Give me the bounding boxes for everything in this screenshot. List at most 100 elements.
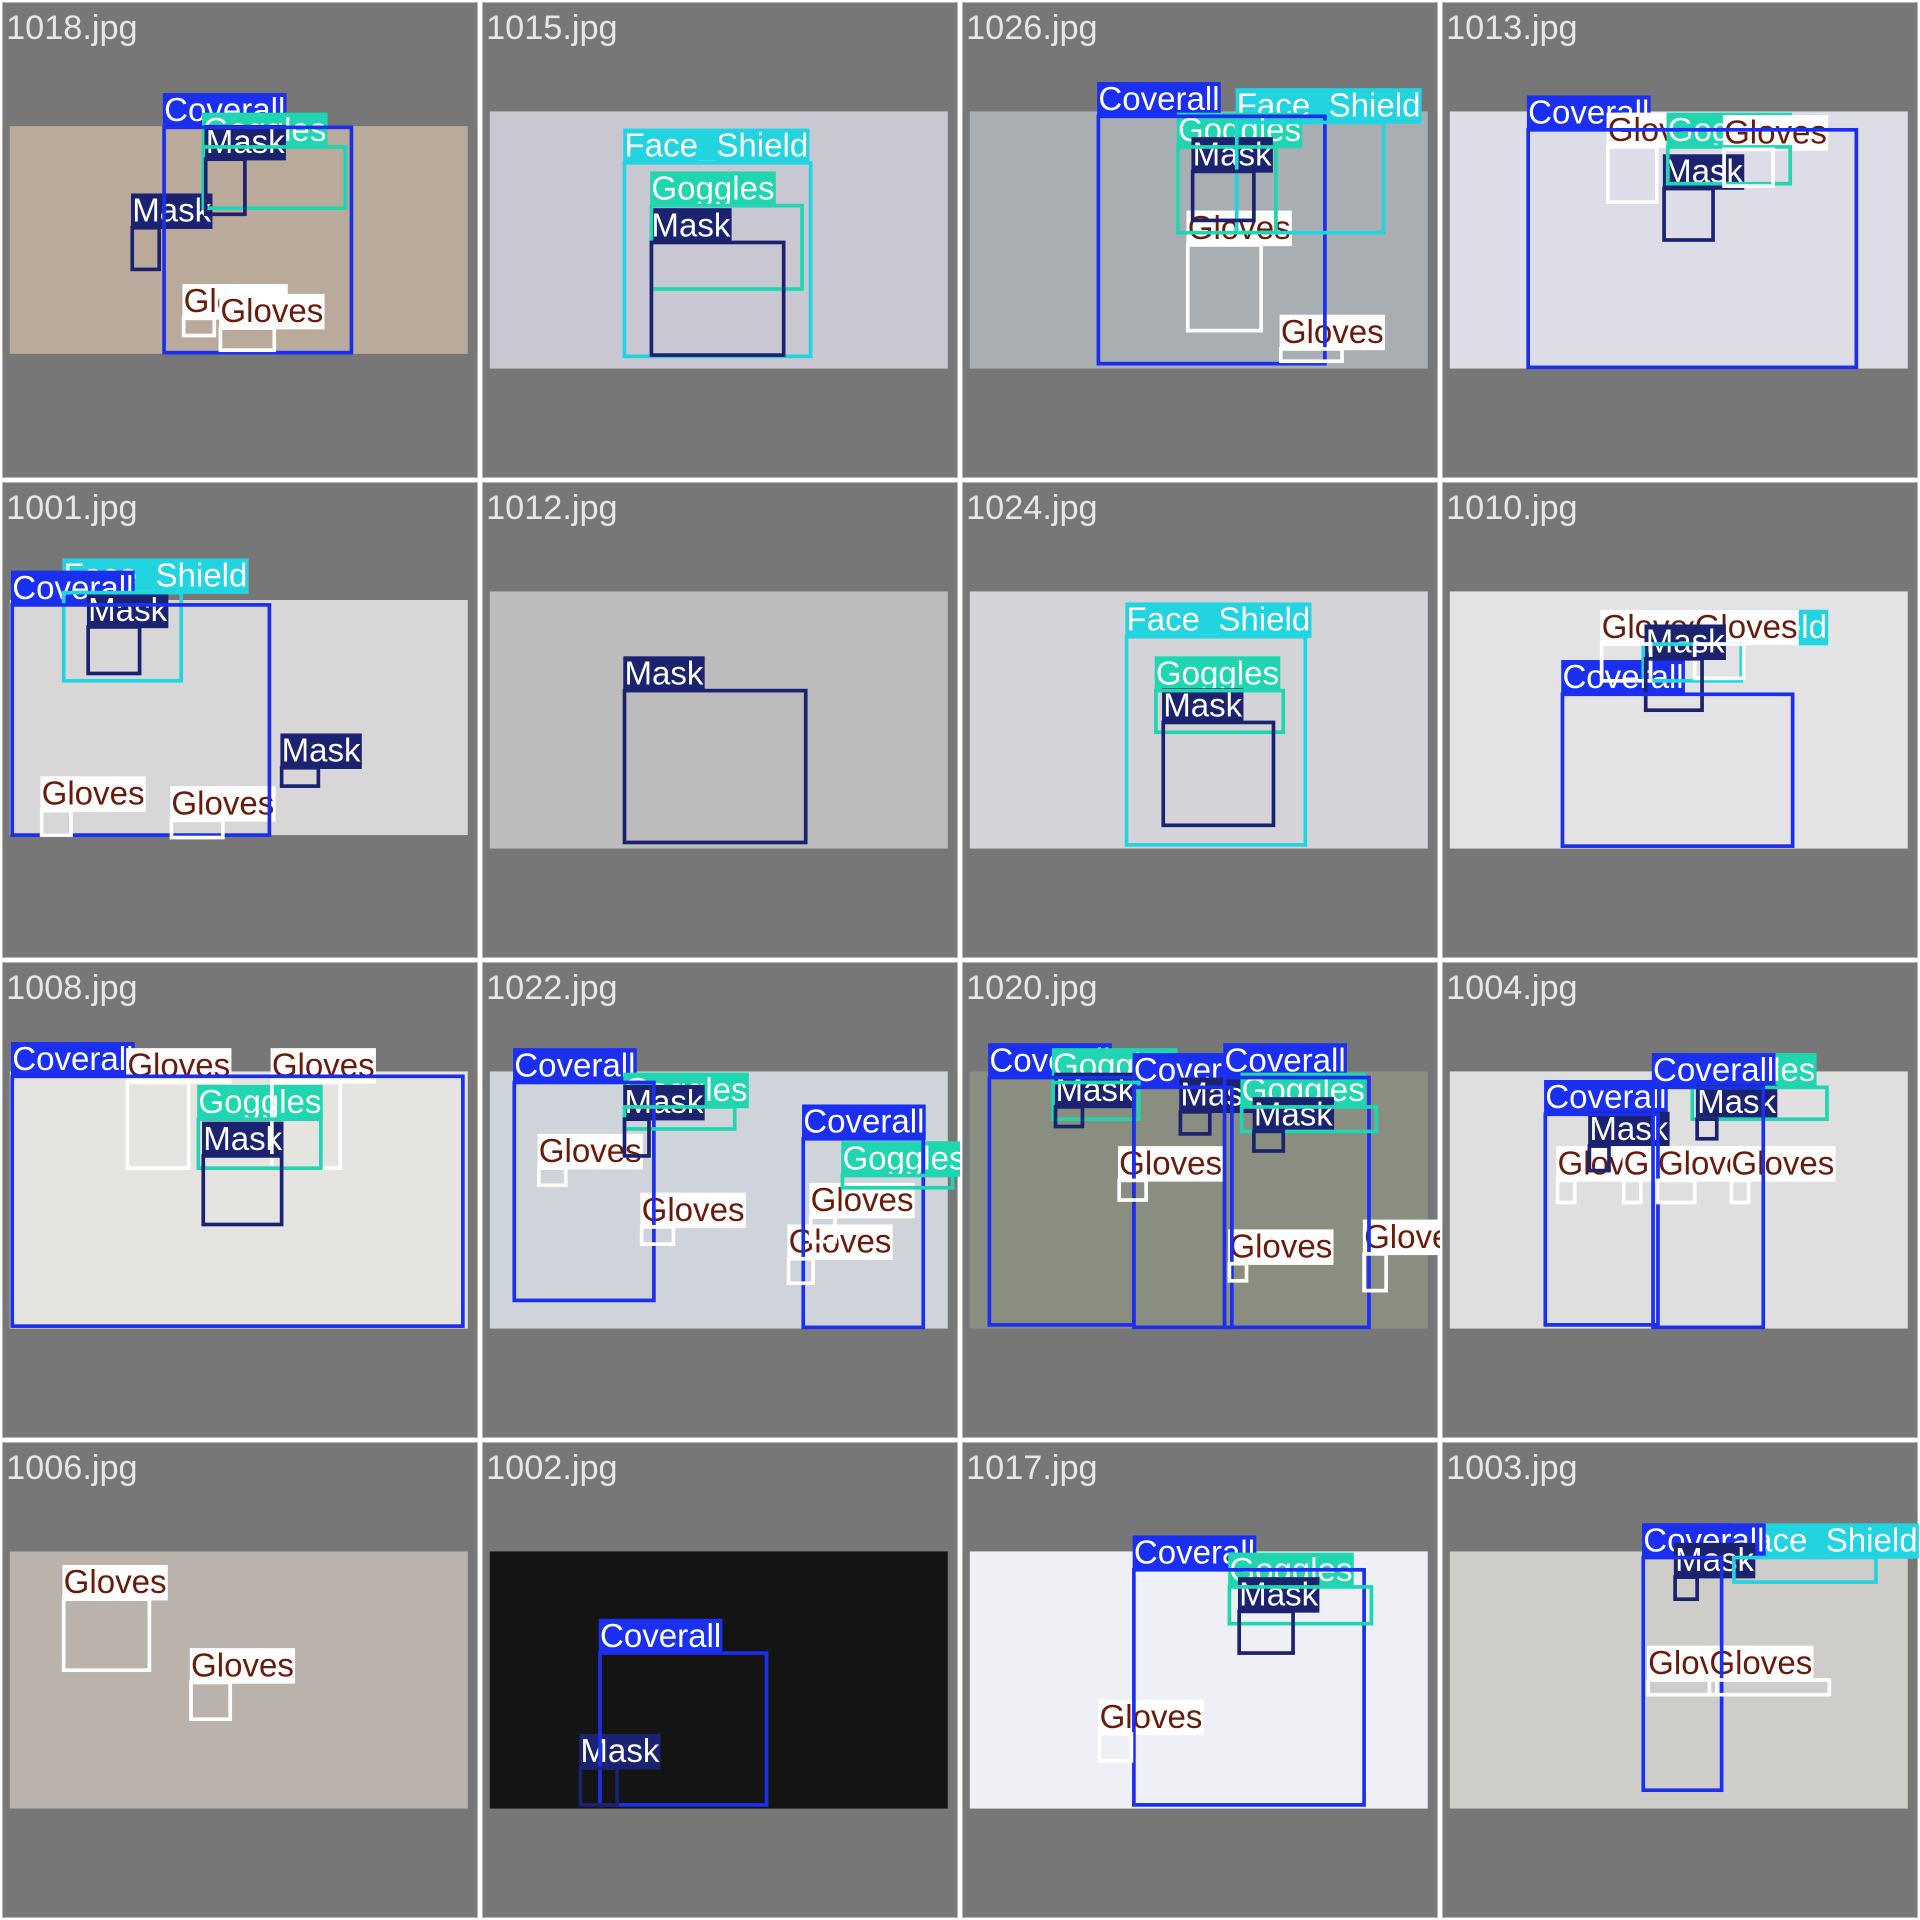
bounding-box	[1176, 145, 1278, 235]
bounding-box	[801, 1136, 926, 1330]
file-name: 1015.jpg	[486, 9, 617, 47]
bounding-box	[1227, 1261, 1249, 1283]
bounding-box	[639, 1225, 676, 1246]
label-text: Gloves	[1281, 314, 1384, 351]
label-text: Coverall	[1098, 81, 1219, 118]
file-name: 1020.jpg	[966, 969, 1097, 1007]
box-label: Mask	[202, 1121, 284, 1158]
label-background	[1651, 1053, 1776, 1089]
bounding-box	[1651, 1085, 1766, 1330]
label-background	[1708, 1645, 1814, 1682]
bounding-box	[1599, 642, 1653, 683]
tile: 1010.jpg Face_ShieldGlovesGlovesMaskCover…	[1440, 480, 1920, 960]
box-label: Gloves	[537, 1133, 643, 1170]
box-label: Face_Shield	[1125, 602, 1312, 639]
bounding-box	[1117, 1178, 1148, 1202]
box-label: Goggles	[1154, 655, 1281, 692]
bounding-box	[1132, 1567, 1366, 1807]
label-text: Gloves	[642, 1192, 745, 1229]
box-label: Gloves	[189, 1647, 296, 1684]
label-text: Gloves	[789, 1224, 892, 1261]
bounding-box	[1729, 1178, 1751, 1205]
bounding-box	[1605, 145, 1659, 204]
label-background	[202, 1121, 284, 1158]
label-text: Mask	[1589, 1111, 1668, 1148]
file-name: 1013.jpg	[1446, 9, 1577, 47]
label-text: Gloves	[127, 1047, 230, 1084]
label-background	[1162, 688, 1244, 724]
label-text: Gloves	[171, 785, 274, 822]
label-text: Coverall	[1562, 659, 1683, 696]
file-name: 1002.jpg	[486, 1449, 617, 1487]
label-background	[513, 1048, 637, 1084]
box-label: Gloves	[40, 775, 146, 812]
box-label: Mask	[623, 1084, 705, 1121]
label-text: Goggles	[198, 1084, 321, 1121]
bounding-box	[598, 1651, 769, 1807]
bounding-box	[1278, 347, 1344, 364]
bounding-box	[61, 590, 184, 683]
label-background	[623, 1084, 705, 1121]
photo	[1449, 1071, 1908, 1329]
bounding-box	[181, 316, 217, 338]
tile: 1013.jpgCoverallGlovesGogglesGlovesMask	[1440, 0, 1920, 480]
box-label: Mask	[1162, 687, 1244, 724]
bounding-box	[1587, 1144, 1611, 1173]
tile: 1018.jpgCoverallGogglesMaskMaskGlovesGlo…	[0, 0, 480, 480]
label-text: Mask	[282, 733, 361, 770]
file-name: 1004.jpg	[1446, 969, 1577, 1007]
photo	[489, 1551, 948, 1809]
bounding-box	[1097, 1732, 1134, 1763]
bounding-box	[1154, 688, 1286, 735]
bounding-box	[1096, 114, 1327, 366]
labels: CoverallMaskGlovesGlovesGogglesCoverallM…	[1544, 1052, 1836, 1182]
box-label: Coverall	[513, 1047, 637, 1084]
box-label: Gloves	[170, 785, 276, 822]
bounding-box	[1543, 1112, 1660, 1327]
box-label: Mask	[1191, 136, 1273, 173]
label-background	[1125, 602, 1312, 638]
bounding-box	[1692, 642, 1746, 681]
box-label: Goggles	[650, 171, 776, 208]
label-text: Goggles	[842, 1140, 965, 1177]
bounding-box	[1234, 120, 1386, 235]
bounding-box	[1662, 186, 1715, 242]
box-label: Gloves	[1098, 1699, 1204, 1736]
file-name: 1018.jpg	[6, 9, 137, 47]
bounding-box	[649, 240, 786, 357]
bounding-box	[61, 1597, 152, 1673]
label-text: Gloves	[1100, 1699, 1203, 1736]
bounding-box	[536, 1166, 568, 1188]
label-text: Mask	[206, 124, 285, 161]
bounding-box	[1656, 1178, 1697, 1205]
label-text: Coverall	[514, 1047, 635, 1084]
tile: 1020.jpgCoverallGogglesMaskCoverallMaskG…	[960, 960, 1469, 1440]
bounding-box	[1239, 1105, 1379, 1134]
box-label: Coverall	[1651, 1052, 1776, 1089]
bounding-box	[1252, 1129, 1286, 1153]
label-background	[170, 786, 276, 822]
label-background	[1154, 656, 1281, 692]
label-background	[1228, 1229, 1334, 1265]
box-label: Gloves	[1722, 114, 1829, 151]
label-background	[1097, 82, 1221, 118]
label-text: Gloves	[1724, 114, 1827, 151]
label-background	[1561, 660, 1685, 696]
label-text: Gloves	[1731, 1145, 1834, 1182]
label-background	[40, 776, 146, 812]
label-text: Mask	[1163, 687, 1242, 724]
box-label: Mask	[650, 207, 732, 244]
label-text: Goggles	[1156, 655, 1279, 692]
label-background	[280, 733, 362, 769]
box-label: Gloves	[62, 1564, 168, 1601]
label-text: Mask	[1646, 624, 1725, 661]
tile: 1006.jpg Gloves Gloves	[0, 1440, 480, 1920]
box-label: Gloves	[1730, 1145, 1836, 1182]
label-background	[623, 128, 810, 165]
box-label: Mask	[204, 124, 286, 161]
